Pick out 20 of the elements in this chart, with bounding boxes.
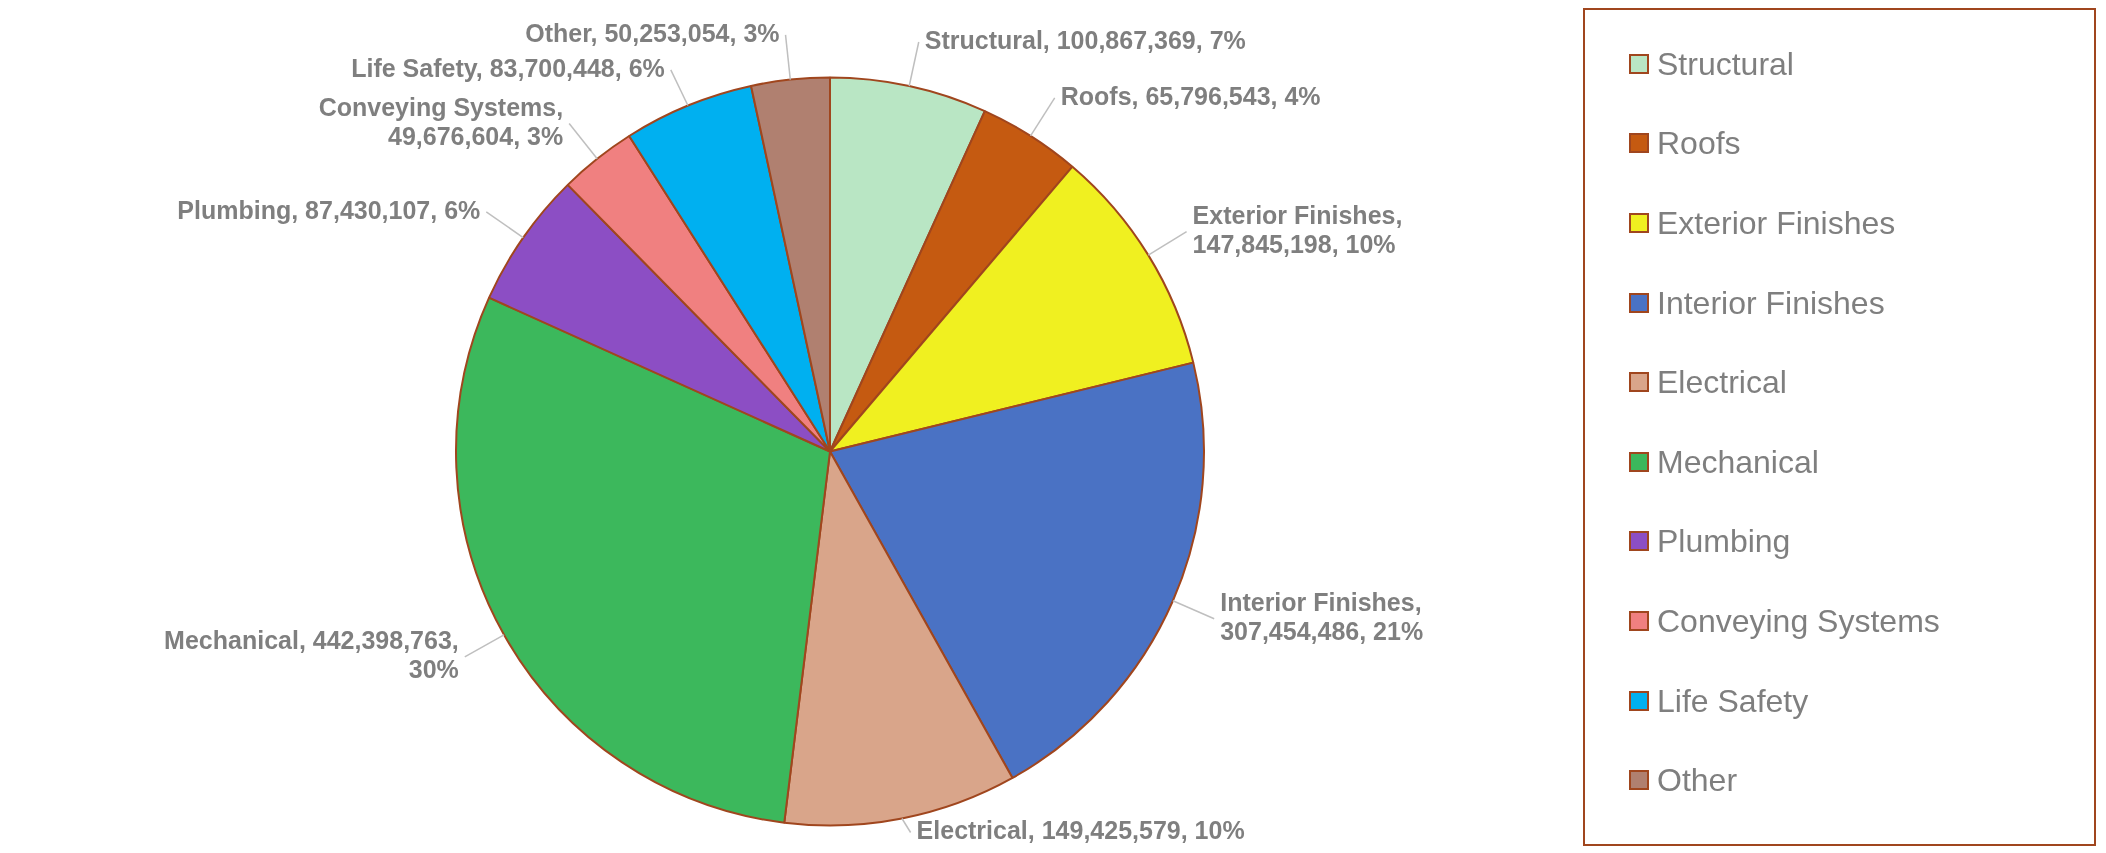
data-label: Roofs, 65,796,543, 4%	[1060, 81, 1321, 110]
data-label: Interior Finishes, 307,454,486, 21%	[1220, 588, 1424, 646]
legend-label: Interior Finishes	[1657, 284, 1885, 321]
legend-label: Plumbing	[1657, 523, 1791, 560]
data-label: Plumbing, 87,430,107, 6%	[177, 195, 481, 224]
data-label: Other, 50,253,054, 3%	[525, 18, 780, 47]
legend-label: Electrical	[1657, 364, 1787, 401]
legend-label: Life Safety	[1657, 682, 1809, 719]
legend-label: Other	[1657, 762, 1738, 799]
legend-label: Conveying Systems	[1657, 602, 1940, 639]
legend-label: Exterior Finishes	[1657, 204, 1896, 241]
data-label: Exterior Finishes, 147,845,198, 10%	[1192, 200, 1403, 258]
legend-label: Roofs	[1657, 125, 1741, 162]
data-label: Structural, 100,867,369, 7%	[924, 25, 1246, 54]
legend-label: Structural	[1657, 45, 1794, 82]
data-label: Life Safety, 83,700,448, 6%	[351, 53, 665, 82]
data-label: Mechanical, 442,398,763, 30%	[164, 626, 459, 684]
data-label: Electrical, 149,425,579, 10%	[916, 816, 1245, 845]
data-label: Conveying Systems, 49,676,604, 3%	[318, 92, 564, 150]
legend-label: Mechanical	[1657, 443, 1819, 480]
